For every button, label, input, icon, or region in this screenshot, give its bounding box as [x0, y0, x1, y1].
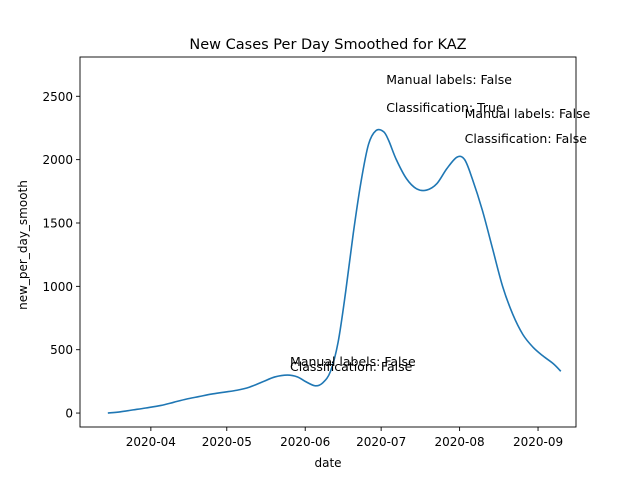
annotation-label: Manual labels: False — [386, 72, 512, 87]
annotation-label: Classification: False — [465, 131, 588, 146]
x-tick-label: 2020-07 — [356, 435, 406, 449]
x-axis-ticks: 2020-04 2020-05 2020-06 2020-07 2020-08 2020-… — [126, 427, 563, 449]
plot-frame — [79, 56, 577, 428]
annotation-label: Classification: True — [386, 100, 504, 115]
y-tick-label: 2000 — [42, 153, 73, 167]
y-tick-label: 0 — [65, 407, 73, 421]
annotation-label: Manual labels: False — [465, 106, 591, 121]
y-tick-label: 1500 — [42, 216, 73, 230]
x-tick-label: 2020-08 — [435, 435, 485, 449]
y-tick-label: 500 — [50, 343, 73, 357]
x-tick-label: 2020-05 — [202, 435, 252, 449]
y-axis-label: new_per_day_smooth — [16, 180, 30, 310]
x-axis-label: date — [314, 456, 341, 470]
series-line — [107, 128, 562, 414]
y-tick-label: 2500 — [42, 90, 73, 104]
x-tick-label: 2020-04 — [126, 435, 176, 449]
x-tick-label: 2020-09 — [513, 435, 563, 449]
annotation-label: Manual labels: False — [290, 354, 416, 369]
y-tick-label: 1000 — [42, 280, 73, 294]
chart-title: New Cases Per Day Smoothed for KAZ — [189, 37, 466, 53]
annotation-label: Classification: False — [290, 359, 413, 374]
y-axis-ticks: 0 500 1000 1500 2000 2500 — [42, 90, 80, 421]
x-tick-label: 2020-06 — [280, 435, 330, 449]
